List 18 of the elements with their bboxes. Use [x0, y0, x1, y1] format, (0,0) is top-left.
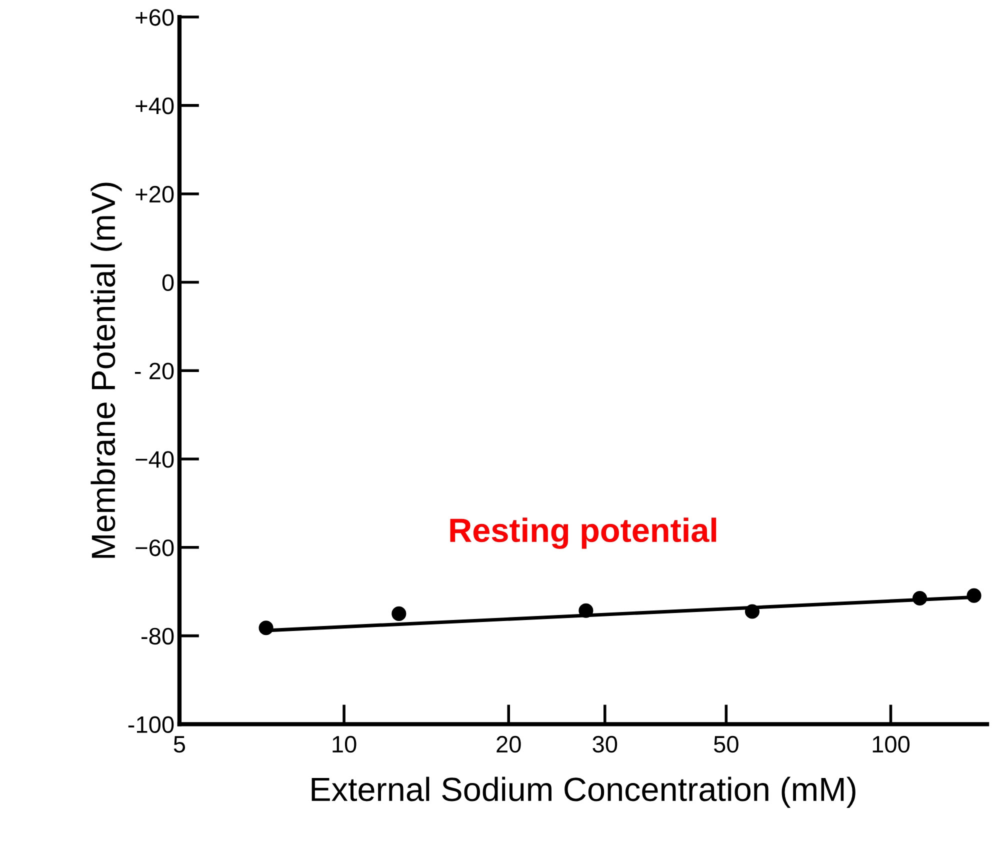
y-tick-label: −60 [136, 539, 174, 556]
y-tick-label: +20 [136, 186, 174, 203]
x-tick-label: 10 [332, 736, 356, 753]
y-tick-label: - 20 [134, 362, 174, 380]
y-tick-label: 0 [162, 274, 174, 292]
x-tick-label: 5 [174, 736, 186, 753]
x-tick-label: 20 [496, 736, 521, 753]
y-tick-label: −40 [136, 451, 174, 468]
x-axis-title: External Sodium Concentration (mM) [312, 776, 856, 808]
y-tick-label: -100 [128, 716, 174, 733]
x-tick-label: 30 [592, 736, 618, 753]
y-tick-label: -80 [142, 628, 174, 645]
y-tick-label: +40 [136, 98, 174, 114]
annotation: Resting potential [450, 518, 716, 549]
x-tick-label: 100 [872, 736, 910, 753]
y-tick-label: +60 [136, 9, 174, 26]
x-tick-label: 50 [714, 736, 738, 753]
y-axis-title: Membrane Potential (mV) [90, 182, 122, 558]
